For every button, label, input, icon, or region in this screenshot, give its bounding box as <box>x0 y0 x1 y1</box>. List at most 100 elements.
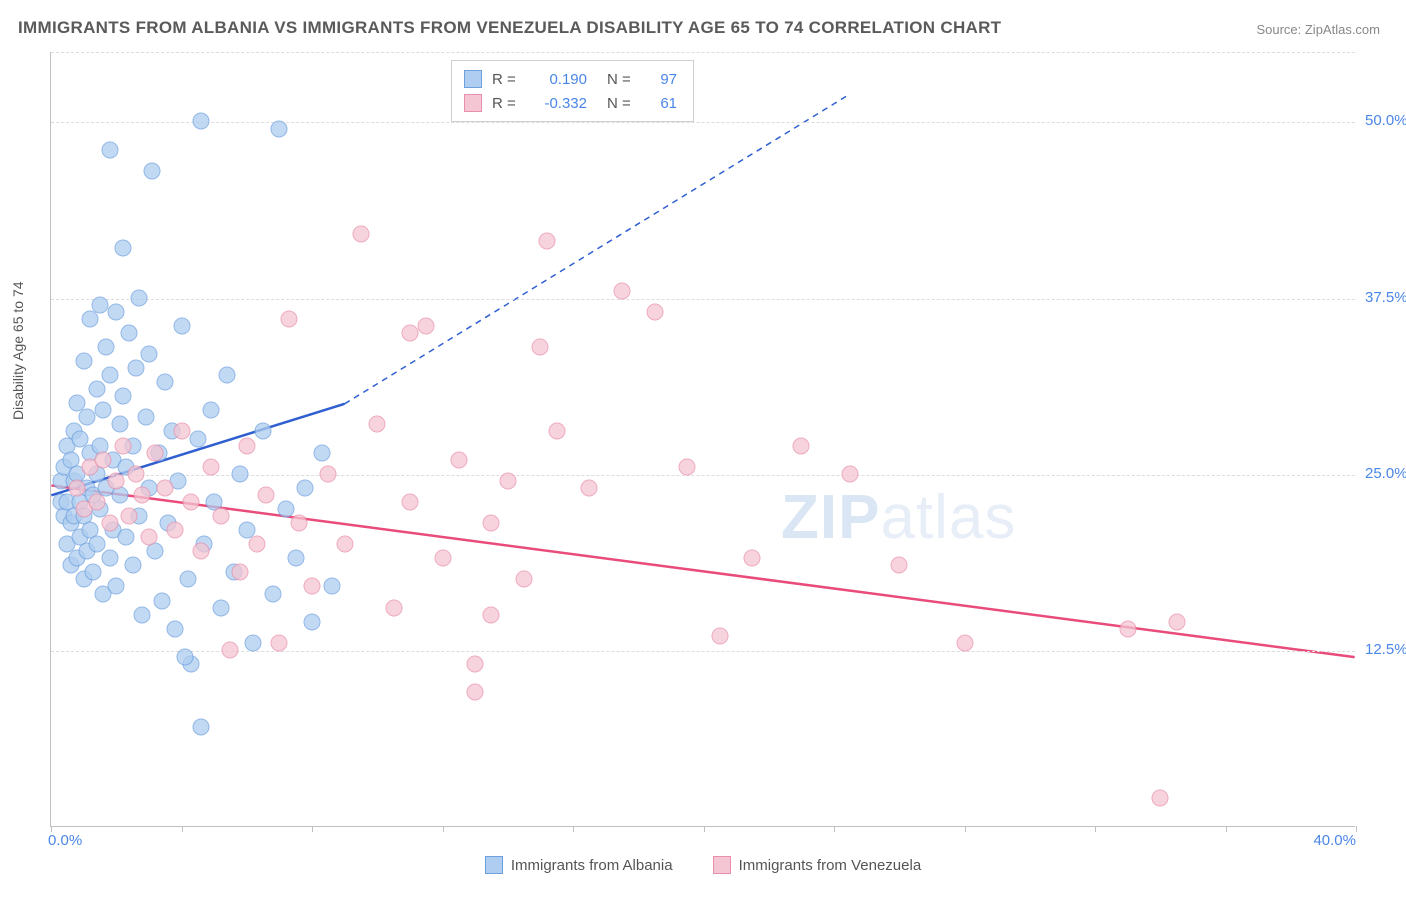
legend-item: Immigrants from Albania <box>485 856 673 874</box>
x-axis-min-label: 0.0% <box>48 832 82 920</box>
scatter-point <box>82 522 99 539</box>
scatter-point <box>467 684 484 701</box>
source-link[interactable]: ZipAtlas.com <box>1305 22 1380 37</box>
scatter-point <box>59 493 76 510</box>
scatter-point <box>401 324 418 341</box>
scatter-point <box>91 437 108 454</box>
legend-n-label: N = <box>607 95 637 112</box>
legend-n-value: 61 <box>647 95 677 112</box>
scatter-point <box>255 423 272 440</box>
scatter-point <box>88 536 105 553</box>
scatter-point <box>69 479 86 496</box>
scatter-point <box>88 493 105 510</box>
scatter-point <box>121 324 138 341</box>
scatter-point <box>95 585 112 602</box>
scatter-point <box>450 451 467 468</box>
scatter-point <box>483 606 500 623</box>
scatter-point <box>166 522 183 539</box>
scatter-point <box>581 479 598 496</box>
scatter-point <box>69 550 86 567</box>
correlation-legend: R =0.190N =97R =-0.332N =61 <box>451 60 694 122</box>
scatter-point <box>271 634 288 651</box>
scatter-point <box>180 571 197 588</box>
scatter-point <box>101 367 118 384</box>
scatter-point <box>91 500 108 517</box>
scatter-point <box>258 486 275 503</box>
scatter-point <box>75 353 92 370</box>
y-tick-label: 37.5% <box>1365 289 1406 306</box>
scatter-point <box>95 402 112 419</box>
scatter-point <box>108 303 125 320</box>
scatter-point <box>140 345 157 362</box>
watermark-rest: atlas <box>880 483 1016 552</box>
scatter-point <box>52 493 69 510</box>
x-tick <box>1095 826 1096 832</box>
scatter-point <box>104 451 121 468</box>
scatter-point <box>114 240 131 257</box>
legend-n-label: N = <box>607 71 637 88</box>
scatter-point <box>98 479 115 496</box>
trend-line-extend <box>345 94 850 404</box>
scatter-point <box>232 564 249 581</box>
scatter-point <box>62 557 79 574</box>
x-tick <box>182 826 183 832</box>
scatter-point <box>277 500 294 517</box>
scatter-point <box>212 599 229 616</box>
x-axis-max-label: 40.0% <box>1313 832 1356 920</box>
watermark-bold: ZIP <box>781 483 880 552</box>
legend-r-value: 0.190 <box>532 71 587 88</box>
x-tick <box>312 826 313 832</box>
scatter-point <box>56 508 73 525</box>
scatter-point <box>646 303 663 320</box>
scatter-point <box>104 522 121 539</box>
legend-r-label: R = <box>492 71 522 88</box>
scatter-point <box>78 543 95 560</box>
scatter-point <box>891 557 908 574</box>
x-tick <box>834 826 835 832</box>
legend-r-value: -0.332 <box>532 95 587 112</box>
scatter-point <box>72 430 89 447</box>
scatter-point <box>157 374 174 391</box>
scatter-point <box>532 338 549 355</box>
scatter-point <box>297 479 314 496</box>
gridline-horizontal <box>51 475 1355 476</box>
gridline-horizontal <box>51 299 1355 300</box>
scatter-point <box>183 493 200 510</box>
x-tick <box>443 826 444 832</box>
scatter-point <box>1152 789 1169 806</box>
scatter-point <box>467 655 484 672</box>
x-tick <box>704 826 705 832</box>
scatter-point <box>88 381 105 398</box>
scatter-point <box>111 416 128 433</box>
scatter-point <box>134 486 151 503</box>
scatter-point <box>62 515 79 532</box>
scatter-point <box>78 409 95 426</box>
scatter-point <box>140 479 157 496</box>
legend-swatch <box>464 70 482 88</box>
scatter-point <box>144 162 161 179</box>
scatter-point <box>483 515 500 532</box>
scatter-point <box>304 578 321 595</box>
scatter-point <box>118 458 135 475</box>
scatter-point <box>193 543 210 560</box>
scatter-point <box>95 451 112 468</box>
scatter-point <box>313 444 330 461</box>
y-tick-label: 25.0% <box>1365 465 1406 482</box>
y-tick-label: 50.0% <box>1365 112 1406 129</box>
scatter-point <box>140 529 157 546</box>
scatter-point <box>189 430 206 447</box>
scatter-point <box>166 620 183 637</box>
legend-item: Immigrants from Venezuela <box>713 856 922 874</box>
trend-line <box>51 404 344 495</box>
scatter-point <box>538 233 555 250</box>
scatter-point <box>72 529 89 546</box>
scatter-point <box>101 515 118 532</box>
scatter-point <box>290 515 307 532</box>
scatter-point <box>264 585 281 602</box>
gridline-horizontal <box>51 122 1355 123</box>
scatter-point <box>147 543 164 560</box>
scatter-point <box>82 310 99 327</box>
scatter-point <box>127 360 144 377</box>
scatter-point <box>111 486 128 503</box>
source-attribution: Source: ZipAtlas.com <box>1256 22 1380 37</box>
